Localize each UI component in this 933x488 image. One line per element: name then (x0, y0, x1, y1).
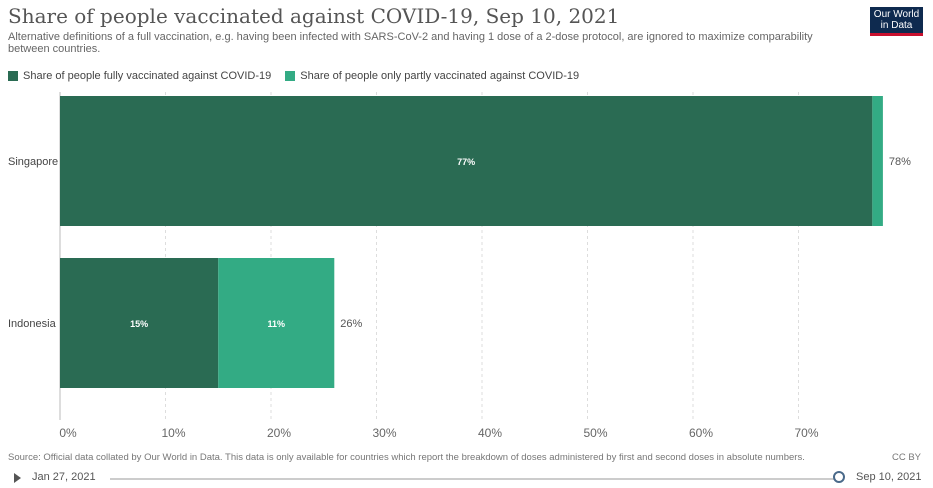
logo-accent-bar (870, 33, 923, 36)
license-link[interactable]: CC BY (891, 452, 921, 463)
x-tick-label: 60% (689, 426, 713, 440)
timeline-end-label: Sep 10, 2021 (856, 471, 922, 483)
timeline-track[interactable] (110, 478, 838, 480)
data-label: 77% (457, 157, 475, 167)
bar-fully (60, 258, 219, 388)
total-label: 78% (889, 156, 911, 168)
timeline-handle[interactable] (833, 471, 845, 483)
total-label: 26% (340, 318, 362, 330)
bar-fully (60, 96, 873, 226)
category-label: Indonesia (8, 318, 57, 330)
bar-partly (218, 258, 335, 388)
chart-subtitle: Alternative definitions of a full vaccin… (8, 31, 813, 55)
bar-chart: 0% 10% 20% 30% 40% 50% 60% 70% Singapore 77% 78% In… (8, 92, 911, 440)
legend-label-fully: Share of people fully vaccinated against… (23, 70, 272, 82)
timeline-start-label: Jan 27, 2021 (32, 471, 96, 483)
x-tick-label: 40% (478, 426, 502, 440)
legend-item-partly[interactable]: Share of people only partly vaccinated a… (285, 70, 579, 82)
x-tick-label: 50% (583, 426, 607, 440)
chart-legend: Share of people fully vaccinated against… (8, 70, 579, 82)
category-label: Singapore (8, 156, 58, 168)
timeline: Jan 27, 2021 Sep 10, 2021 (0, 468, 933, 488)
legend-item-fully[interactable]: Share of people fully vaccinated against… (8, 70, 271, 82)
data-label: 11% (268, 319, 286, 329)
x-tick-label: 20% (267, 426, 291, 440)
bar-partly (872, 96, 883, 226)
logo-line-1: Our World (873, 9, 920, 20)
legend-swatch-partly (285, 71, 296, 81)
x-tick-label: 10% (161, 426, 185, 440)
play-icon[interactable] (14, 473, 21, 483)
chart-title: Share of people vaccinated against COVID… (8, 4, 620, 28)
x-tick-label: 70% (794, 426, 818, 440)
data-label: 15% (130, 319, 148, 329)
legend-label-partly: Share of people only partly vaccinated a… (300, 70, 580, 82)
legend-swatch-fully (8, 71, 18, 81)
x-tick-label: 0% (59, 426, 77, 440)
x-tick-label: 30% (372, 426, 396, 440)
logo-line-2: in Data (880, 20, 913, 31)
owid-logo[interactable]: Our World in Data (870, 7, 923, 35)
source-note: Source: Official data collated by Our Wo… (8, 452, 805, 463)
